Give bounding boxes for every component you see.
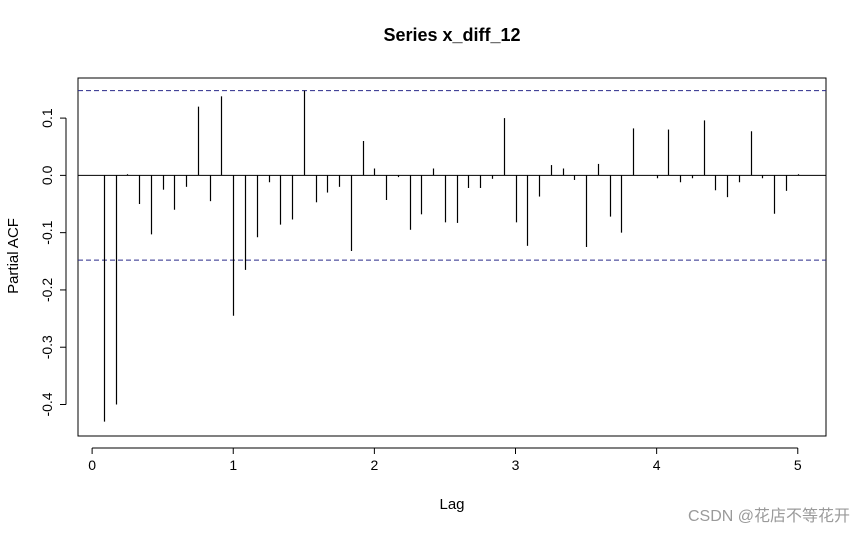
chart-title: Series x_diff_12 [383, 25, 520, 45]
x-tick-label-1: 1 [229, 457, 237, 473]
y-axis-label: Partial ACF [5, 218, 22, 294]
y-tick-label-1: -0.3 [39, 335, 55, 359]
x-tick-label-2: 2 [370, 457, 378, 473]
x-tick-label-5: 5 [794, 457, 802, 473]
x-tick-label-3: 3 [512, 457, 520, 473]
y-tick-label-4: 0.0 [39, 165, 55, 185]
x-tick-label-0: 0 [88, 457, 96, 473]
y-tick-label-2: -0.2 [39, 278, 55, 302]
plot-frame [77, 77, 827, 437]
x-tick-label-4: 4 [653, 457, 661, 473]
x-axis-label: Lag [439, 496, 464, 513]
y-tick-label-3: -0.1 [39, 220, 55, 244]
y-tick-label-0: -0.4 [39, 392, 55, 416]
y-tick-label-5: 0.1 [39, 108, 55, 128]
watermark-text: CSDN @花店不等花开 [688, 507, 850, 525]
plot-area: 0 1 2 3 4 5 -0.4 -0.3 -0.2 -0.1 0.0 0.1 [39, 77, 827, 473]
